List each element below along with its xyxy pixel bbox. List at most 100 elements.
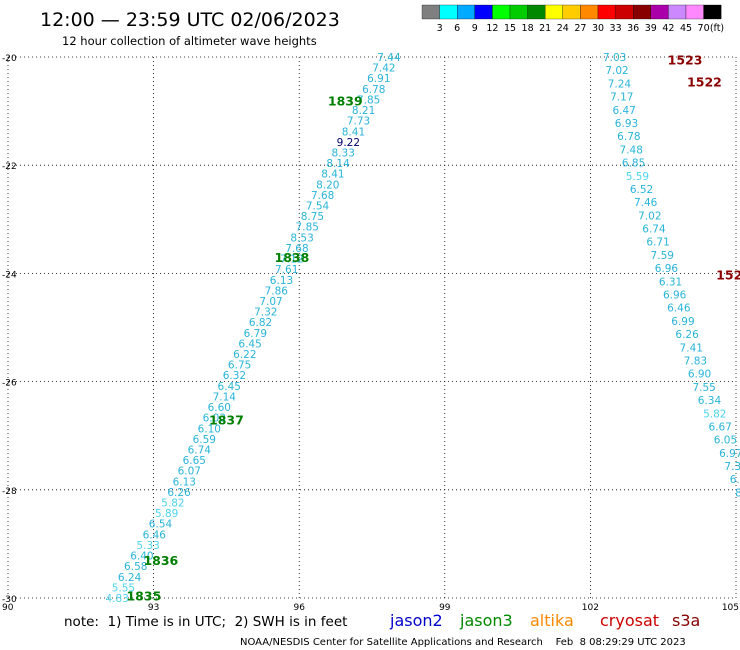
swh-value: 7.68 (311, 190, 334, 202)
legend-swatch (562, 4, 581, 20)
swh-value: 7.54 (306, 201, 330, 213)
lat-label: -28 (2, 487, 17, 497)
satellite-s3a: s3a (672, 611, 700, 630)
swh-value: 7.42 (372, 63, 395, 75)
swh-value: 6.22 (233, 349, 256, 361)
page-subtitle: 12 hour collection of altimeter wave hei… (62, 34, 317, 48)
pass-time-label: 1838 (275, 250, 310, 265)
satellite-jason2: jason2 (389, 611, 443, 630)
lon-label: 93 (148, 603, 159, 613)
swh-value: 7.48 (620, 144, 643, 156)
swh-value: 7.55 (692, 382, 715, 394)
swh-value: 6.45 (218, 381, 241, 393)
swh-value: 6.05 (714, 435, 737, 447)
pass-time-label: 1522 (687, 74, 722, 89)
legend-swatch (685, 4, 704, 20)
swh-value: 8.75 (301, 211, 324, 223)
swh-value: 6.58 (124, 561, 147, 573)
legend-swatch (545, 4, 563, 20)
footnote: note: 1) Time is in UTC; 2) SWH is in fe… (64, 614, 347, 630)
swh-value: 6.80 (730, 474, 740, 486)
legend-swatch (439, 4, 458, 20)
swh-value: 6.13 (173, 476, 196, 488)
swh-value: 6.34 (698, 395, 722, 407)
legend-swatch (474, 4, 493, 20)
swh-value: 6.46 (143, 529, 167, 541)
lat-label: -20 (2, 54, 17, 64)
swh-value: 6.96 (663, 290, 687, 302)
altimeter-tracks: 7.447.426.916.787.858.217.738.419.228.33… (106, 52, 740, 605)
swh-value: 6.26 (167, 487, 191, 499)
swh-value: 6.26 (675, 329, 699, 341)
lat-label: -30 (2, 595, 17, 605)
page-title: 12:00 — 23:59 UTC 02/06/2023 (40, 9, 340, 31)
swh-value: 7.14 (213, 391, 237, 403)
swh-value: 8.21 (352, 105, 375, 117)
swh-value: 8.33 (332, 147, 355, 159)
swh-value: 7.02 (638, 210, 661, 222)
swh-value: 7.83 (684, 355, 707, 367)
swh-value: 6.24 (118, 572, 142, 584)
pass-time-label: 1835 (126, 588, 161, 603)
credit-line: NOAA/NESDIS Center for Satellite Applica… (240, 637, 686, 648)
lon-label: 99 (439, 603, 451, 613)
swh-value: 6.60 (208, 402, 231, 414)
legend-swatch (668, 4, 687, 20)
swh-value: 6.40 (130, 551, 153, 563)
legend-swatch (457, 4, 475, 20)
swh-value: 5.55 (112, 582, 135, 594)
swh-value: 7.32 (254, 307, 277, 319)
legend-tick-label: 27 (574, 23, 586, 34)
swh-value: 7.46 (634, 197, 658, 209)
legend-tick-label: 70 (698, 23, 710, 34)
legend-swatch (615, 4, 634, 20)
swh-value: 5.89 (155, 508, 178, 520)
lat-label: -24 (2, 270, 17, 280)
swh-value: 7.24 (608, 78, 632, 90)
legend-tick-label: 3 (437, 23, 443, 34)
legend-tick-label: 42 (662, 23, 674, 34)
swh-value: 5.82 (161, 498, 184, 510)
pass-time-label: 1837 (209, 412, 244, 427)
swh-value: 7.86 (265, 285, 289, 297)
swh-value: 6.52 (630, 184, 653, 196)
swh-value: 6.90 (688, 369, 711, 381)
legend-tick-label: 15 (504, 23, 516, 34)
legend-tick-label: 33 (610, 23, 622, 34)
swh-value: 6.07 (178, 466, 201, 478)
swh-value: 6.99 (671, 316, 694, 328)
swh-value: 9.22 (337, 137, 360, 149)
swh-value: 6.74 (188, 444, 212, 456)
pass-time-label: 1836 (143, 553, 178, 568)
legend-swatch (580, 4, 599, 20)
swh-value: 7.85 (296, 222, 319, 234)
pass-time-label: 1839 (328, 93, 363, 108)
satellite-altika: altika (530, 611, 574, 630)
swh-value: 7.41 (680, 342, 703, 354)
legend-unit: (ft) (710, 23, 724, 34)
swh-value: 7.12 (280, 254, 303, 266)
legend-swatch (650, 4, 669, 20)
lon-label: 90 (2, 603, 14, 613)
swh-value: 7.59 (651, 250, 674, 262)
swh-value: 7.68 (285, 243, 308, 255)
swh-value: 6.93 (615, 118, 638, 130)
wave-height-legend: 3 6 9 12 15 18 21 24 27 30 33 36 39 42 45 70 (ft) (421, 4, 724, 34)
legend-tick-label: 24 (557, 23, 569, 34)
lat-label: -22 (2, 162, 17, 172)
swh-value: 7.61 (275, 264, 298, 276)
satellite-cryosat: cryosat (600, 611, 659, 630)
legend-tick-label: 30 (592, 23, 604, 34)
swh-value: 6.54 (149, 519, 173, 531)
swh-value: 6.10 (198, 423, 221, 435)
legend-swatch (633, 4, 651, 20)
swh-value: 6.03 (203, 413, 226, 425)
swh-value: 6.67 (708, 421, 731, 433)
swh-value: 8.43 (735, 487, 740, 499)
legend-tick-label: 39 (645, 23, 657, 34)
track-jason3: 7.447.426.916.787.858.217.738.419.228.33… (106, 52, 401, 605)
swh-value: 4.83 (106, 593, 129, 605)
swh-value: 6.31 (659, 276, 682, 288)
